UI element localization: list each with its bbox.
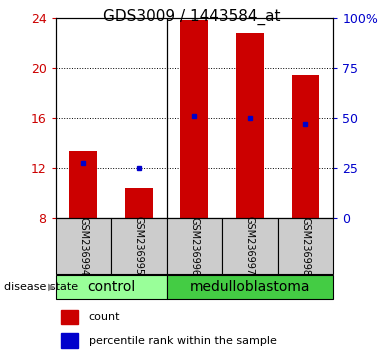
- Bar: [291, 75, 319, 218]
- Text: GSM236995: GSM236995: [134, 216, 144, 276]
- Bar: [61, 333, 78, 348]
- Text: GDS3009 / 1443584_at: GDS3009 / 1443584_at: [103, 9, 280, 25]
- Text: medulloblastoma: medulloblastoma: [190, 280, 310, 294]
- Bar: [167, 218, 222, 274]
- Bar: [61, 310, 78, 324]
- Text: GSM236997: GSM236997: [245, 216, 255, 276]
- Bar: [236, 33, 264, 218]
- Text: ▶: ▶: [48, 282, 56, 292]
- Text: GSM236994: GSM236994: [78, 217, 88, 275]
- Bar: [125, 188, 153, 218]
- Text: count: count: [89, 312, 120, 322]
- Text: disease state: disease state: [4, 282, 78, 292]
- Bar: [278, 218, 333, 274]
- Bar: [180, 20, 208, 218]
- Bar: [111, 218, 167, 274]
- Bar: [167, 275, 333, 299]
- Bar: [56, 275, 167, 299]
- Text: GSM236998: GSM236998: [300, 217, 311, 275]
- Bar: [69, 152, 97, 218]
- Text: control: control: [87, 280, 135, 294]
- Text: GSM236996: GSM236996: [189, 217, 200, 275]
- Bar: [222, 218, 278, 274]
- Text: percentile rank within the sample: percentile rank within the sample: [89, 336, 277, 346]
- Bar: [56, 218, 111, 274]
